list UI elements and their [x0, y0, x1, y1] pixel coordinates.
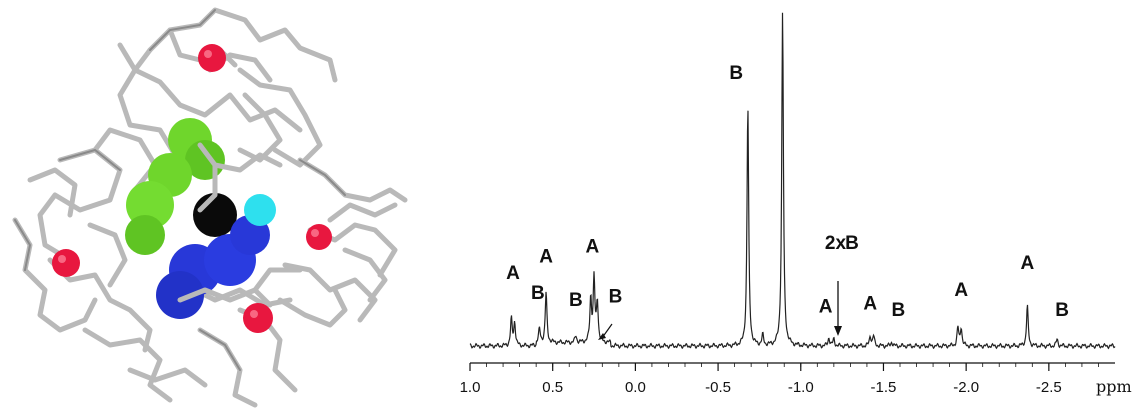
peak-label: B — [1055, 300, 1069, 321]
metal-atom-icon — [306, 224, 332, 250]
peak-label: A — [954, 280, 968, 301]
peak-labels: ABABABBAA2xBABAAB — [506, 63, 1069, 321]
peak-label: A — [819, 297, 833, 318]
molecule-illustration — [12, 7, 408, 408]
peak-label: B — [845, 233, 859, 254]
peak-label: B — [729, 63, 743, 84]
x-axis-tick-label: -2.0 — [953, 379, 979, 396]
arrow-head-2xb — [834, 326, 842, 336]
x-axis-tick-label: 0.5 — [542, 379, 563, 396]
metal-atom-icon — [52, 249, 80, 277]
peak-label: A — [863, 293, 877, 314]
nmr-spectrum: 1.00.50.0-0.5-1.0-1.5-2.0-2.5 ABABABBAA2… — [460, 12, 1132, 396]
arrow-head-b-small — [598, 333, 606, 340]
peak-label: A — [1020, 253, 1034, 274]
peak-label: A — [506, 263, 520, 284]
peak-label: A — [539, 247, 553, 268]
metal-atom-icon — [243, 303, 273, 333]
peak-label: B — [609, 287, 623, 308]
peak-label: A — [586, 236, 600, 257]
metal-atom-icon — [198, 44, 226, 72]
x-axis-tick-label: 1.0 — [460, 379, 481, 396]
x-axis-tick-label: 0.0 — [625, 379, 646, 396]
x-axis-unit: ppm — [1096, 377, 1132, 396]
peak-label: 2x — [825, 233, 847, 254]
molecule-framework — [12, 7, 408, 408]
x-axis-tick-label: -0.5 — [705, 379, 731, 396]
metal-centers — [52, 44, 332, 333]
x-axis-tick-label: -1.0 — [788, 379, 814, 396]
peak-label: B — [891, 300, 905, 321]
x-axis-tick-label: -2.5 — [1036, 379, 1062, 396]
spectrum-trace — [469, 12, 1116, 350]
x-axis-ticks: 1.0 0.5 0.0 -0.5 -1.0 -1.5 -2.0 -2.5 — [460, 363, 1099, 396]
peak-label: B — [569, 290, 583, 311]
molecule-framework-shade — [14, 9, 346, 371]
molecule-framework-front — [177, 142, 303, 308]
x-axis-tick-label: -1.5 — [871, 379, 897, 396]
peak-label: B — [531, 283, 545, 304]
